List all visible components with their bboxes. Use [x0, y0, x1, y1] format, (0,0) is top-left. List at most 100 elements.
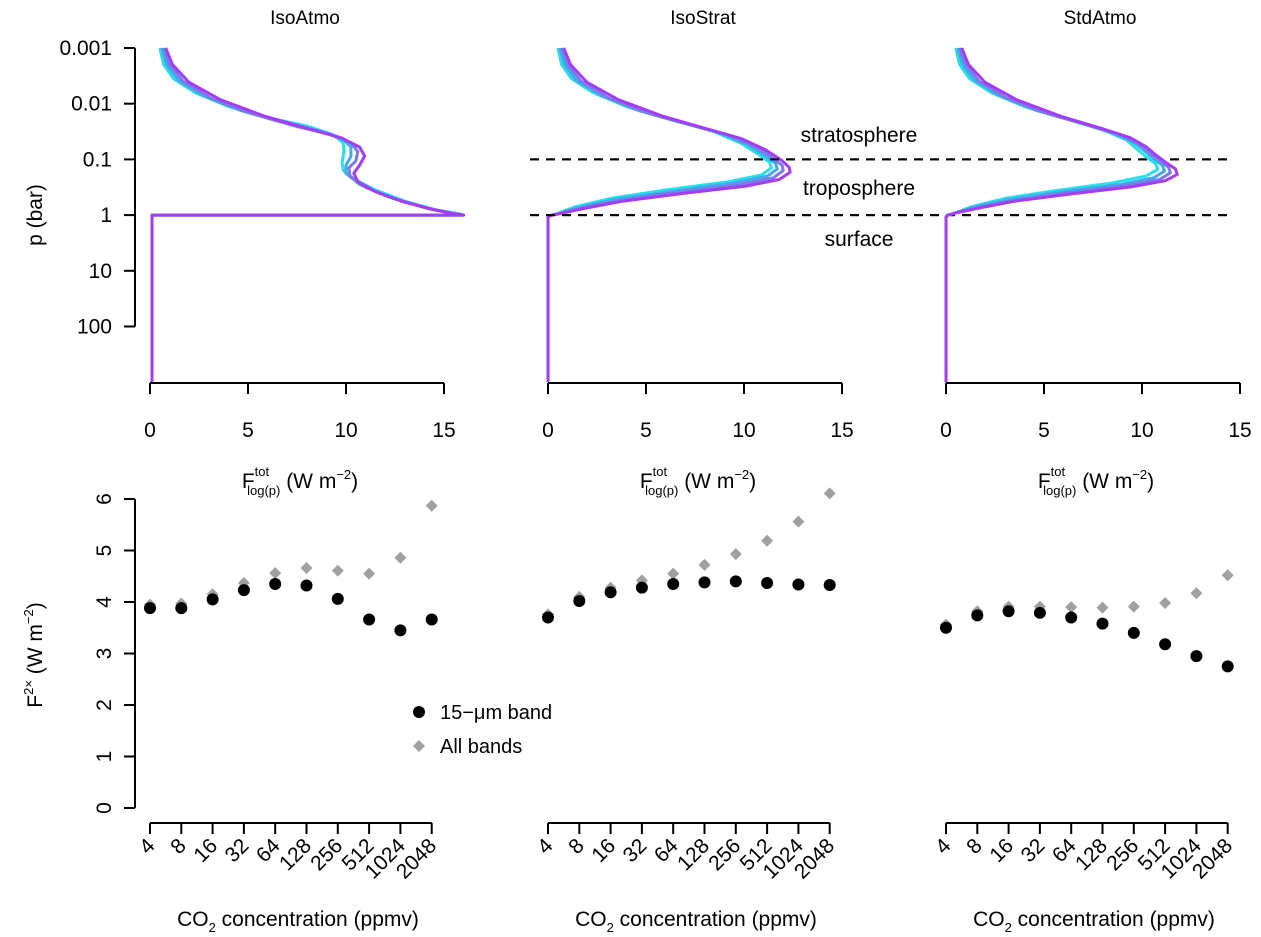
all-bands-point — [1096, 601, 1109, 614]
all-bands-point — [394, 551, 407, 564]
x-tick-label: 10 — [732, 419, 755, 442]
all-bands-point — [300, 562, 313, 575]
x-tick-label: 4 — [533, 834, 558, 859]
panel-title-isoatmo: IsoAtmo — [270, 8, 340, 29]
band-15um-point — [792, 578, 805, 591]
profile-line-3 — [546, 47, 792, 382]
legend-marker-15um-band — [413, 706, 425, 718]
legend-label-all-bands: All bands — [440, 736, 522, 758]
y-tick-label: 6 — [93, 493, 116, 505]
x-tick-label: 8 — [962, 834, 987, 859]
all-bands-point — [1159, 597, 1172, 610]
x-axis-label: Ftot log(p) (W m−2) — [1038, 464, 1154, 498]
band-15um-point — [1190, 650, 1203, 663]
x-tick-label: 15 — [830, 419, 853, 442]
all-bands-point — [269, 567, 282, 580]
x-axis-label: CO2 concentration (ppmv) — [177, 908, 419, 935]
x-tick-label: 16 — [587, 834, 620, 867]
x-axis-label: CO2 concentration (ppmv) — [575, 908, 817, 935]
band-15um-point — [573, 594, 586, 607]
x-tick-label: 10 — [1130, 419, 1153, 442]
band-15um-point — [667, 577, 680, 590]
x-tick-label: 8 — [166, 834, 191, 859]
x-tick-label: 0 — [542, 419, 554, 442]
band-15um-point — [823, 579, 836, 592]
x-tick-label: 16 — [985, 834, 1018, 867]
all-bands-point — [363, 567, 376, 580]
x-tick-label: 16 — [189, 834, 222, 867]
all-bands-point — [1221, 569, 1234, 582]
x-tick-label: 32 — [619, 834, 652, 867]
x-axis-label: Ftot log(p) (W m−2) — [640, 464, 756, 498]
band-15um-point — [698, 576, 711, 589]
band-15um-point — [971, 609, 984, 622]
y-tick-label: 0.001 — [59, 37, 112, 60]
band-15um-point — [394, 624, 407, 637]
band-15um-point — [175, 602, 188, 615]
y-tick-label: 4 — [93, 596, 116, 608]
all-bands-point — [761, 534, 774, 547]
x-tick-label: 32 — [221, 834, 254, 867]
all-bands-point — [729, 548, 742, 561]
x-tick-label: 10 — [334, 419, 357, 442]
y-tick-label: 1 — [93, 751, 116, 763]
band-15um-point — [1221, 660, 1234, 673]
all-bands-point — [792, 515, 805, 528]
all-bands-point — [667, 567, 680, 580]
band-15um-point — [729, 575, 742, 588]
y-tick-label: 100 — [77, 316, 112, 339]
x-tick-label: 5 — [1038, 419, 1050, 442]
band-15um-point — [363, 613, 376, 626]
all-bands-point — [331, 564, 344, 577]
y-tick-label: 1 — [100, 204, 112, 227]
band-15um-point — [1002, 605, 1015, 618]
x-axis-label: CO2 concentration (ppmv) — [973, 908, 1215, 935]
x-tick-label: 5 — [640, 419, 652, 442]
region-label-surface: surface — [825, 228, 894, 251]
band-15um-point — [1033, 606, 1046, 619]
profile-panel-stdatmo: 0 5 10 15 Ftot log(p) (W m−2) — [530, 47, 1252, 498]
all-bands-point — [1127, 600, 1140, 613]
profile-panel-isoatmo: 0 5 10 15 0.001 0.01 0.1 1 10 100 Ftot log(p) (W m−… — [59, 37, 466, 498]
all-bands-point — [1065, 601, 1078, 614]
legend-marker-all-bands — [413, 740, 425, 752]
band-15um-point — [604, 586, 617, 599]
band-15um-point — [940, 621, 952, 634]
band-15um-point — [1159, 638, 1172, 651]
band-15um-point — [206, 593, 219, 606]
band-15um-point — [425, 613, 438, 626]
x-tick-label: 4 — [135, 834, 160, 859]
all-bands-point — [425, 499, 438, 512]
region-label-troposphere: troposphere — [803, 177, 915, 200]
y-tick-label: 0.01 — [71, 93, 112, 116]
panel-title-stdatmo: StdAtmo — [1064, 8, 1137, 29]
x-tick-label: 0 — [940, 419, 952, 442]
all-bands-point — [823, 487, 836, 500]
band-15um-point — [269, 577, 282, 590]
panel-title-isostrat: IsoStrat — [670, 8, 736, 29]
band-15um-point — [635, 581, 648, 594]
legend: 15−μm band All bands — [413, 702, 552, 758]
bottom-y-axis-label: F2× (W m−2) — [21, 602, 47, 707]
band-15um-point — [542, 611, 554, 624]
x-tick-label: 32 — [1017, 834, 1050, 867]
band-15um-point — [144, 602, 156, 615]
band-15um-point — [331, 592, 344, 605]
x-tick-label: 15 — [432, 419, 455, 442]
region-label-stratosphere: stratosphere — [801, 124, 918, 147]
x-tick-label: 0 — [144, 419, 156, 442]
all-bands-point — [1190, 587, 1203, 600]
x-tick-label: 15 — [1228, 419, 1251, 442]
y-tick-label: 3 — [93, 648, 116, 660]
legend-label-15um-band: 15−μm band — [440, 702, 552, 724]
profile-line-3 — [150, 47, 466, 382]
x-tick-label: 5 — [242, 419, 254, 442]
band-15um-point — [1096, 617, 1109, 630]
band-15um-point — [761, 576, 774, 589]
